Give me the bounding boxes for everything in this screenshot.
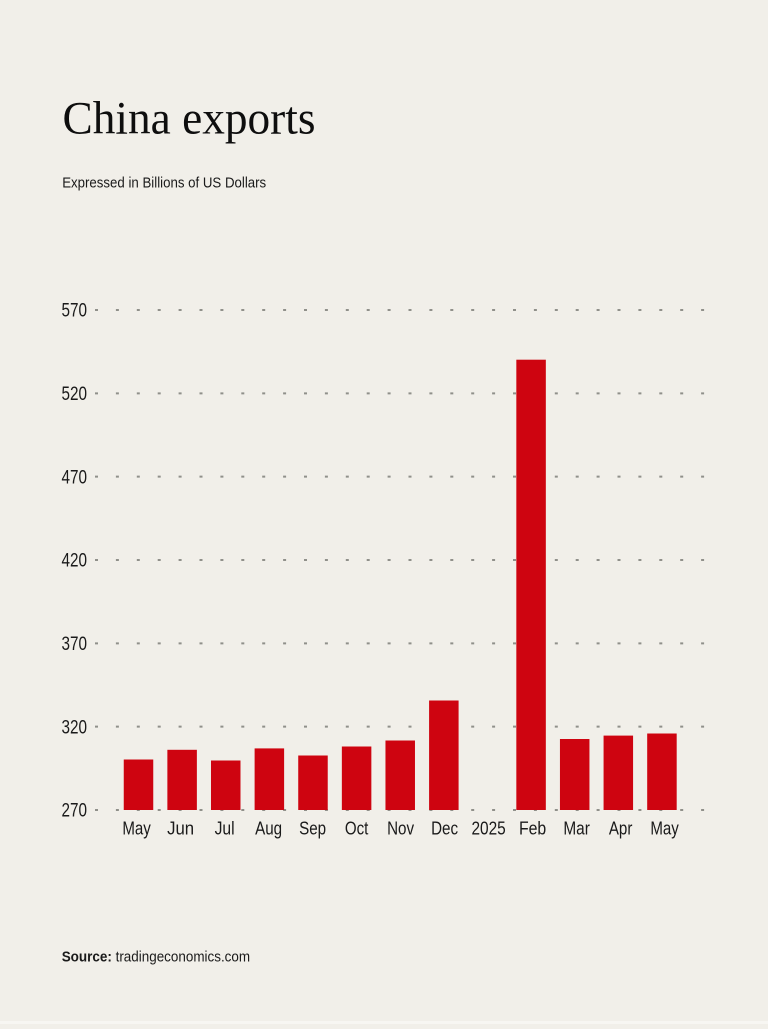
svg-text:tradingeconomics.com: tradingeconomics.com: [116, 949, 251, 965]
svg-text:Aug: Aug: [255, 819, 282, 839]
svg-text:420: 420: [62, 551, 88, 572]
svg-text:May: May: [122, 819, 151, 839]
svg-text:320: 320: [62, 717, 88, 738]
svg-text:Apr: Apr: [609, 819, 633, 839]
svg-text:Mar: Mar: [563, 819, 590, 839]
svg-text:Jul: Jul: [215, 819, 235, 839]
svg-text:Jun: Jun: [167, 819, 194, 839]
svg-text:370: 370: [62, 634, 88, 655]
svg-text:Dec: Dec: [431, 819, 458, 839]
svg-text:Sep: Sep: [299, 819, 326, 839]
svg-text:Feb: Feb: [519, 819, 546, 839]
svg-text:Source:: Source:: [62, 949, 112, 965]
svg-text:May: May: [650, 819, 679, 839]
svg-text:270: 270: [62, 801, 88, 822]
svg-text:470: 470: [62, 467, 88, 488]
svg-text:Oct: Oct: [345, 819, 369, 839]
svg-text:570: 570: [62, 301, 88, 322]
svg-text:2025: 2025: [471, 819, 505, 839]
svg-text:China exports: China exports: [63, 94, 316, 145]
svg-text:Nov: Nov: [387, 819, 414, 839]
svg-text:520: 520: [62, 384, 88, 405]
svg-text:Expressed in Billions of US Do: Expressed in Billions of US Dollars: [62, 176, 266, 192]
